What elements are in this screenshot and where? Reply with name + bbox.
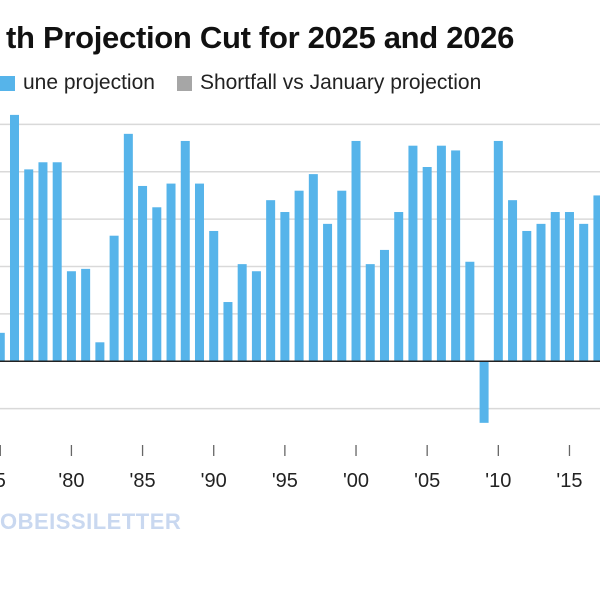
- x-tick-label: '00: [343, 470, 369, 492]
- legend: une projection Shortfall vs January proj…: [0, 70, 481, 96]
- chart-title: th Projection Cut for 2025 and 2026: [6, 20, 515, 55]
- bar: [24, 169, 34, 362]
- bar: [9, 114, 19, 362]
- bar: [123, 133, 133, 362]
- x-tick-label: '15: [556, 470, 582, 492]
- bar: [337, 190, 347, 362]
- bar: [508, 200, 518, 362]
- bar: [379, 249, 389, 362]
- bar: [251, 271, 261, 362]
- bar: [564, 212, 574, 362]
- bar: [465, 261, 475, 362]
- bar: [323, 223, 333, 362]
- bar: [66, 271, 76, 362]
- bar: [266, 200, 276, 362]
- watermark: OBEISSILETTER: [0, 509, 182, 534]
- bar: [436, 145, 446, 362]
- bar: [194, 183, 204, 362]
- legend-swatch-gray: [176, 75, 192, 91]
- x-tick-label: 5: [0, 470, 6, 492]
- bar: [422, 167, 432, 362]
- x-tick-label: '10: [485, 470, 511, 492]
- x-tick-label: '80: [58, 470, 84, 492]
- x-tick-label: '95: [272, 470, 298, 492]
- bar: [579, 223, 589, 362]
- bar: [394, 212, 404, 362]
- x-tick-label: '05: [414, 470, 440, 492]
- bar: [166, 183, 176, 362]
- bar: [180, 140, 190, 362]
- bar: [209, 230, 219, 362]
- bar: [38, 162, 48, 362]
- bar: [0, 332, 5, 362]
- bar: [522, 230, 532, 362]
- bar: [308, 174, 318, 362]
- bar: [351, 140, 361, 362]
- bar: [152, 207, 162, 362]
- bar: [95, 342, 105, 362]
- bar: [536, 223, 546, 362]
- bar: [138, 185, 148, 362]
- legend-swatch-blue: [0, 75, 15, 91]
- bar: [237, 264, 247, 362]
- bar: [52, 162, 62, 362]
- bar: [493, 140, 503, 362]
- legend-label-shortfall: Shortfall vs January projection: [199, 71, 482, 94]
- bar: [593, 195, 600, 362]
- bar: [479, 361, 489, 423]
- bar: [223, 302, 233, 362]
- x-tick-label: '90: [201, 470, 227, 492]
- legend-label-june-projection: une projection: [23, 71, 155, 94]
- bar: [81, 268, 91, 362]
- bar: [451, 150, 461, 362]
- bar: [280, 212, 290, 362]
- bar: [408, 145, 418, 362]
- legend-item-shortfall: Shortfall vs January projection: [176, 71, 482, 95]
- bar: [365, 264, 375, 362]
- bar: [550, 212, 560, 362]
- bar: [109, 235, 119, 362]
- legend-item-june-projection: une projection: [0, 71, 155, 95]
- x-tick-label: '85: [130, 470, 156, 492]
- bar: [294, 190, 304, 362]
